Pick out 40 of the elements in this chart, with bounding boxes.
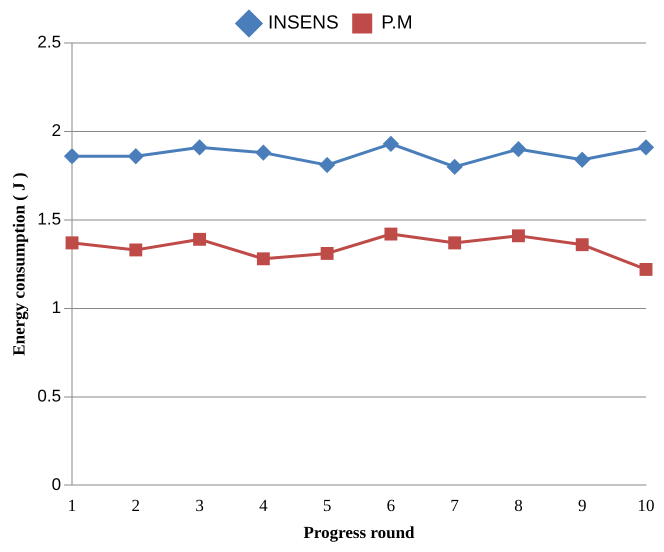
point: [129, 244, 142, 256]
point: [512, 229, 525, 242]
x-tick-label: 6: [386, 496, 396, 515]
x-tick-label: 10: [638, 496, 654, 515]
point: [128, 148, 144, 164]
point: [64, 148, 80, 164]
point: [510, 142, 526, 157]
point: [320, 158, 335, 173]
point: [193, 232, 206, 246]
x-tick-label: 2: [132, 496, 140, 515]
point: [320, 247, 334, 260]
point: [448, 236, 462, 250]
x-tick-label: 4: [259, 496, 268, 515]
y-tick-label: 2: [52, 121, 62, 140]
point: [192, 140, 208, 155]
legend-label: P.M: [381, 12, 413, 34]
y-tick-label: 0.5: [37, 386, 62, 406]
point: [66, 236, 78, 250]
y-tick-label: 2.5: [37, 32, 62, 52]
point: [574, 152, 590, 168]
y-tick-label: 1.5: [37, 210, 62, 229]
y-tick-label: 1: [52, 298, 62, 318]
y-axis-title: Energy consumption ( J ): [10, 172, 29, 356]
x-tick-label: 3: [195, 496, 204, 515]
x-tick-label: 5: [322, 496, 332, 515]
point: [256, 145, 271, 160]
point: [383, 136, 398, 152]
legend-label: INSENS: [268, 12, 339, 34]
point: [638, 140, 654, 155]
x-tick-label: 1: [68, 496, 76, 515]
point: [256, 252, 270, 266]
x-tick-label: 9: [578, 496, 586, 515]
point: [384, 228, 398, 240]
x-tick-label: 8: [514, 496, 523, 515]
point: [576, 238, 589, 252]
x-axis-title: Progress round: [304, 523, 416, 542]
x-tick-label: 7: [450, 496, 460, 515]
y-tick-label: 0: [52, 474, 62, 494]
point: [640, 262, 652, 276]
point: [447, 159, 462, 174]
